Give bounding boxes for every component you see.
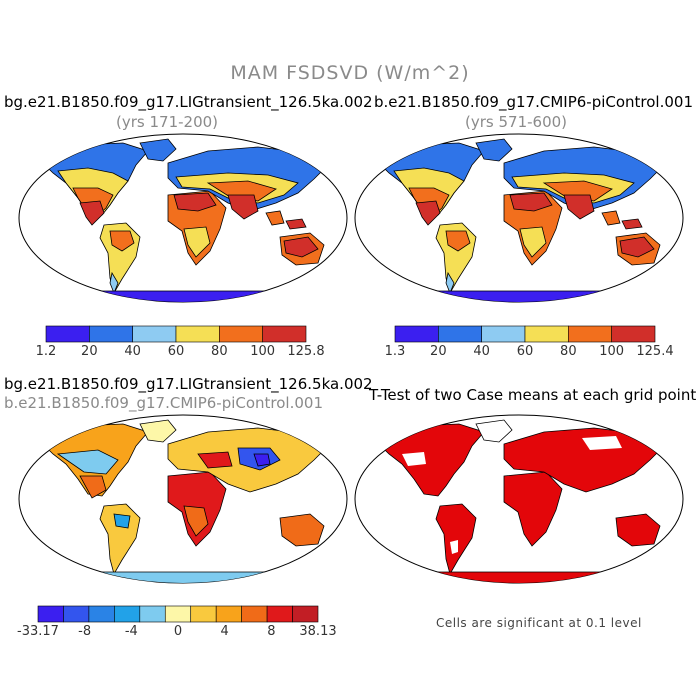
- colorbar-tick-label: 60: [167, 344, 185, 359]
- colorbar-tick-label: 60: [516, 344, 534, 359]
- colorbar-tick-label: -8: [78, 624, 92, 639]
- colorbar-tick-label: -4: [124, 624, 138, 639]
- panel-title-top-right: b.e21.B1850.f09_g17.CMIP6-piControl.001: [374, 93, 693, 111]
- colorbar-swatch: [524, 325, 569, 343]
- colorbar-swatch: [241, 605, 268, 623]
- colorbar-swatch: [394, 325, 439, 343]
- colorbar-tick-label: 38.13: [299, 624, 337, 639]
- colorbar-swatch: [114, 605, 141, 623]
- colorbar-tick-label: 0: [173, 624, 183, 639]
- map-bottom-left: [18, 414, 348, 584]
- map-bottom-right: [354, 414, 684, 584]
- colorbar-top-left: [45, 325, 307, 343]
- colorbar-swatch: [132, 325, 177, 343]
- significance-note: Cells are significant at 0.1 level: [436, 616, 642, 630]
- colorbar-swatch: [215, 605, 242, 623]
- map-top-right: [354, 133, 684, 303]
- colorbar-swatch: [175, 325, 220, 343]
- colorbar-swatch: [611, 325, 656, 343]
- panel-title-bottom-left: bg.e21.B1850.f09_g17.LIGtransient_126.5k…: [4, 375, 373, 393]
- colorbar-tick-label: 20: [81, 344, 98, 359]
- colorbar-tick-label: 80: [560, 344, 577, 359]
- colorbar-swatch: [292, 605, 319, 623]
- colorbar-swatch: [45, 325, 90, 343]
- colorbar-swatch: [190, 605, 217, 623]
- colorbar-swatch: [139, 605, 166, 623]
- colorbar-tick-label: 80: [211, 344, 228, 359]
- years-top-right: (yrs 571-600): [465, 113, 568, 131]
- colorbar-tick-label: 100: [250, 344, 276, 359]
- colorbar-swatch: [164, 605, 192, 623]
- colorbar-tick-label: 1.2: [35, 344, 57, 359]
- colorbar-ticks-bottom-left: -33.17 -8 -4 0 4 8 38.13: [17, 624, 337, 640]
- colorbar-tick-label: 20: [430, 344, 447, 359]
- colorbar-swatch: [37, 605, 64, 623]
- antarctica-land: [19, 290, 347, 302]
- panel-subtitle-bottom-left: b.e21.B1850.f09_g17.CMIP6-piControl.001: [4, 394, 323, 412]
- colorbar-tick-label: 4: [220, 624, 229, 639]
- colorbar-tick-label: 40: [473, 344, 490, 359]
- years-top-left: (yrs 171-200): [116, 113, 219, 131]
- colorbar-bottom-left: [37, 605, 319, 623]
- colorbar-swatch: [262, 325, 307, 343]
- colorbar-ticks-top-right: 1.3 20 40 60 80 100 125.4: [385, 344, 674, 360]
- colorbar-top-right: [394, 325, 656, 343]
- figure-title: MAM FSDSVD (W/m^2): [230, 62, 470, 84]
- colorbar-swatch: [88, 605, 115, 623]
- colorbar-tick-label: 8: [267, 624, 276, 639]
- colorbar-tick-label: 100: [599, 344, 625, 359]
- map-top-left: [18, 133, 348, 303]
- colorbar-tick-label: 1.3: [384, 344, 406, 359]
- colorbar-swatch: [481, 325, 526, 343]
- colorbar-swatch: [438, 325, 482, 343]
- colorbar-swatch: [568, 325, 612, 343]
- colorbar-tick-label: -33.17: [17, 624, 59, 639]
- panel-title-top-left: bg.e21.B1850.f09_g17.LIGtransient_126.5k…: [4, 93, 373, 111]
- colorbar-swatch: [89, 325, 133, 343]
- colorbar-swatch: [63, 605, 90, 623]
- colorbar-tick-label: 125.4: [636, 344, 674, 359]
- colorbar-swatch: [219, 325, 263, 343]
- colorbar-swatch: [266, 605, 293, 623]
- colorbar-tick-label: 125.8: [287, 344, 325, 359]
- colorbar-tick-label: 40: [124, 344, 141, 359]
- colorbar-ticks-top-left: 1.2 20 40 60 80 100 125.8: [36, 344, 325, 360]
- panel-title-bottom-right: T-Test of two Case means at each grid po…: [369, 386, 697, 404]
